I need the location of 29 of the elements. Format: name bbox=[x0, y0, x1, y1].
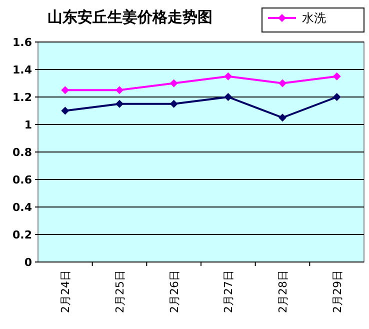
point bbox=[224, 93, 232, 101]
point bbox=[332, 93, 341, 101]
x-tick-label: 2月24日 bbox=[59, 270, 72, 313]
y-tick-label: 0.4 bbox=[12, 201, 32, 214]
point bbox=[170, 100, 178, 108]
point bbox=[116, 86, 124, 94]
x-tick-label: 2月27日 bbox=[222, 270, 236, 313]
y-tick-label: 1 bbox=[24, 118, 32, 132]
y-tick-label: 0.2 bbox=[12, 228, 32, 242]
point bbox=[170, 79, 178, 88]
y-tick-label: 0.6 bbox=[12, 174, 32, 186]
point bbox=[332, 72, 341, 80]
x-tick-label: 2月26日 bbox=[168, 270, 181, 313]
y-tick-label: 1.4 bbox=[12, 64, 32, 76]
point bbox=[278, 79, 286, 88]
x-tick-label: 2月28日 bbox=[276, 270, 290, 313]
point bbox=[278, 114, 286, 122]
point bbox=[61, 106, 70, 115]
point bbox=[224, 72, 232, 80]
point bbox=[116, 100, 124, 108]
chart-title: 山东安丘生姜价格走势图 bbox=[48, 8, 212, 26]
y-tick-label: 1.6 bbox=[12, 36, 32, 49]
x-tick-label: 2月25日 bbox=[114, 270, 126, 313]
y-tick-label: 0.8 bbox=[12, 146, 32, 159]
x-tick-label: 2月29日 bbox=[330, 270, 344, 313]
y-tick-label: 1.2 bbox=[12, 91, 32, 104]
y-tick-label: 0 bbox=[24, 256, 32, 269]
legend-label: 水洗 bbox=[302, 11, 326, 25]
point bbox=[61, 86, 70, 94]
